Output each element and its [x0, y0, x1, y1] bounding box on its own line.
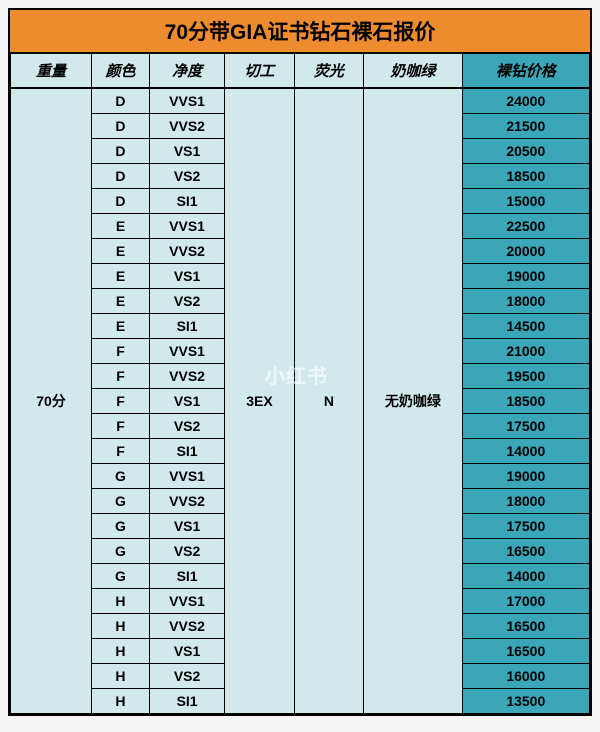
col-header-weight: 重量: [11, 54, 92, 88]
cell-price: 19000: [462, 263, 589, 288]
sheet-title: 70分带GIA证书钻石裸石报价: [10, 10, 590, 54]
cell-milky: 无奶咖绿: [364, 88, 462, 713]
cell-color: D: [92, 88, 150, 113]
cell-clarity: VVS2: [149, 488, 224, 513]
price-sheet: 70分带GIA证书钻石裸石报价 重量颜色净度切工荧光奶咖绿裸钻价格 70分DVV…: [8, 8, 592, 716]
cell-color: G: [92, 488, 150, 513]
cell-weight: 70分: [11, 88, 92, 713]
col-header-color: 颜色: [92, 54, 150, 88]
cell-color: D: [92, 113, 150, 138]
cell-color: E: [92, 213, 150, 238]
cell-price: 18500: [462, 163, 589, 188]
cell-price: 21000: [462, 338, 589, 363]
cell-color: D: [92, 138, 150, 163]
cell-price: 20500: [462, 138, 589, 163]
cell-price: 13500: [462, 688, 589, 713]
cell-clarity: VVS2: [149, 113, 224, 138]
cell-clarity: VS2: [149, 288, 224, 313]
cell-fluor: N: [294, 88, 363, 713]
cell-price: 14500: [462, 313, 589, 338]
cell-clarity: SI1: [149, 438, 224, 463]
cell-price: 21500: [462, 113, 589, 138]
table-header-row: 重量颜色净度切工荧光奶咖绿裸钻价格: [11, 54, 590, 88]
cell-color: E: [92, 313, 150, 338]
cell-clarity: VVS2: [149, 363, 224, 388]
cell-clarity: VVS1: [149, 588, 224, 613]
cell-price: 14000: [462, 563, 589, 588]
cell-cut: 3EX: [225, 88, 294, 713]
cell-color: F: [92, 413, 150, 438]
cell-price: 16000: [462, 663, 589, 688]
cell-clarity: SI1: [149, 688, 224, 713]
cell-color: E: [92, 238, 150, 263]
cell-color: G: [92, 513, 150, 538]
cell-clarity: VS1: [149, 138, 224, 163]
cell-clarity: VVS2: [149, 238, 224, 263]
cell-clarity: VVS1: [149, 338, 224, 363]
cell-color: H: [92, 588, 150, 613]
table-row: 70分DVVS13EXN无奶咖绿24000: [11, 88, 590, 113]
cell-price: 16500: [462, 638, 589, 663]
cell-color: H: [92, 613, 150, 638]
cell-color: H: [92, 688, 150, 713]
cell-price: 22500: [462, 213, 589, 238]
table-body: 70分DVVS13EXN无奶咖绿24000DVVS221500DVS120500…: [11, 88, 590, 713]
price-table: 重量颜色净度切工荧光奶咖绿裸钻价格 70分DVVS13EXN无奶咖绿24000D…: [10, 54, 590, 714]
cell-color: F: [92, 338, 150, 363]
cell-clarity: VS2: [149, 538, 224, 563]
cell-price: 16500: [462, 538, 589, 563]
cell-color: E: [92, 288, 150, 313]
cell-clarity: VVS1: [149, 213, 224, 238]
cell-price: 19500: [462, 363, 589, 388]
cell-clarity: VVS2: [149, 613, 224, 638]
cell-price: 18000: [462, 488, 589, 513]
cell-price: 17000: [462, 588, 589, 613]
cell-price: 18000: [462, 288, 589, 313]
cell-price: 24000: [462, 88, 589, 113]
cell-clarity: VS2: [149, 413, 224, 438]
col-header-milky: 奶咖绿: [364, 54, 462, 88]
cell-color: D: [92, 188, 150, 213]
cell-clarity: SI1: [149, 188, 224, 213]
cell-color: H: [92, 638, 150, 663]
cell-clarity: VS1: [149, 388, 224, 413]
cell-clarity: VVS1: [149, 88, 224, 113]
col-header-cut: 切工: [225, 54, 294, 88]
col-header-clarity: 净度: [149, 54, 224, 88]
cell-clarity: SI1: [149, 313, 224, 338]
cell-clarity: VVS1: [149, 463, 224, 488]
col-header-price: 裸钻价格: [462, 54, 589, 88]
cell-color: G: [92, 538, 150, 563]
cell-price: 16500: [462, 613, 589, 638]
cell-color: F: [92, 438, 150, 463]
cell-clarity: VS1: [149, 638, 224, 663]
cell-color: H: [92, 663, 150, 688]
cell-color: F: [92, 363, 150, 388]
cell-clarity: VS2: [149, 663, 224, 688]
cell-price: 14000: [462, 438, 589, 463]
cell-price: 15000: [462, 188, 589, 213]
cell-color: G: [92, 563, 150, 588]
cell-price: 18500: [462, 388, 589, 413]
cell-clarity: VS1: [149, 513, 224, 538]
cell-price: 20000: [462, 238, 589, 263]
cell-color: G: [92, 463, 150, 488]
cell-price: 17500: [462, 413, 589, 438]
cell-price: 19000: [462, 463, 589, 488]
cell-color: E: [92, 263, 150, 288]
col-header-fluor: 荧光: [294, 54, 363, 88]
cell-clarity: SI1: [149, 563, 224, 588]
cell-color: F: [92, 388, 150, 413]
cell-clarity: VS1: [149, 263, 224, 288]
cell-clarity: VS2: [149, 163, 224, 188]
cell-price: 17500: [462, 513, 589, 538]
cell-color: D: [92, 163, 150, 188]
